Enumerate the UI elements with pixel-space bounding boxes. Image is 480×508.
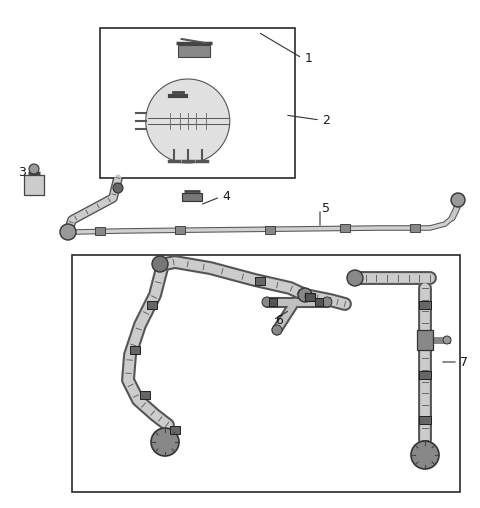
Circle shape: [151, 428, 179, 456]
Text: 7: 7: [460, 356, 468, 368]
Bar: [182, 193, 202, 201]
Text: 6: 6: [275, 313, 283, 327]
Circle shape: [272, 325, 282, 335]
Bar: [419, 301, 431, 309]
Circle shape: [113, 183, 123, 193]
Bar: [340, 224, 350, 232]
Bar: [315, 298, 323, 306]
Bar: [305, 293, 315, 301]
Bar: [130, 346, 140, 354]
Bar: [417, 330, 433, 350]
Bar: [147, 301, 157, 309]
Circle shape: [443, 336, 451, 344]
Bar: [24, 175, 44, 195]
Bar: [95, 227, 105, 235]
Bar: [178, 45, 210, 57]
Text: 3: 3: [18, 166, 26, 178]
Circle shape: [322, 297, 332, 307]
Circle shape: [262, 297, 272, 307]
Circle shape: [152, 256, 168, 272]
Circle shape: [60, 224, 76, 240]
Bar: [72, 255, 460, 492]
Circle shape: [451, 193, 465, 207]
Text: 5: 5: [322, 202, 330, 214]
Text: 2: 2: [322, 113, 330, 126]
Bar: [100, 28, 295, 178]
Bar: [419, 416, 431, 424]
Text: 1: 1: [305, 51, 313, 65]
Bar: [269, 298, 277, 306]
Circle shape: [347, 270, 363, 286]
Bar: [410, 224, 420, 232]
Text: 4: 4: [222, 190, 230, 204]
Circle shape: [146, 79, 230, 163]
Bar: [175, 226, 185, 234]
Circle shape: [298, 288, 312, 302]
Bar: [170, 426, 180, 434]
Circle shape: [29, 164, 39, 174]
Bar: [265, 226, 275, 234]
Bar: [140, 391, 150, 399]
Bar: [255, 277, 265, 285]
Circle shape: [411, 441, 439, 469]
Bar: [419, 371, 431, 379]
